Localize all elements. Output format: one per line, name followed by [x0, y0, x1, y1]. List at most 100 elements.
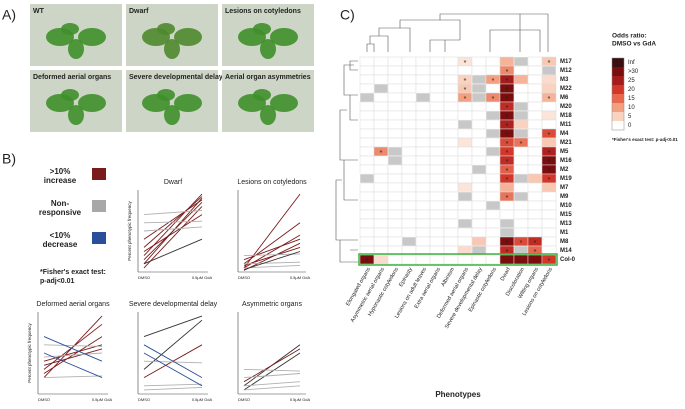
na-cell: [401, 236, 417, 247]
legend-note: p-adj<0.01: [40, 278, 75, 285]
significance-mark: *: [534, 249, 537, 256]
photo-tile: Aerial organ asymmetries: [222, 70, 314, 132]
leaf: [157, 89, 175, 101]
series-line: [143, 201, 203, 261]
heatmap-cell: [457, 236, 473, 247]
x-tick-label: 0.5µM GdA: [192, 397, 213, 402]
heatmap-cell: [485, 254, 501, 265]
heatmap-cell: [359, 83, 375, 94]
heatmap-cell: [401, 182, 417, 193]
photo-tile: Dwarf: [126, 4, 218, 66]
heatmap-cell: [443, 83, 459, 94]
series-line: [143, 344, 203, 378]
legend-swatch: [92, 232, 106, 244]
leaf: [164, 39, 180, 59]
heatmap-cell: [373, 254, 389, 265]
significance-mark: *: [506, 96, 509, 103]
leaf: [61, 89, 79, 101]
heatmap-cell: [513, 83, 529, 94]
heatmap-cell: [443, 119, 459, 130]
heatmap-cell: [401, 92, 417, 103]
legend-label: responsive: [39, 208, 82, 217]
heatmap-cell: [457, 227, 473, 238]
colorbar-label: 0: [628, 123, 632, 129]
heatmap-cell: [457, 146, 473, 157]
na-cell: [415, 92, 431, 103]
series-line: [243, 222, 301, 265]
heatmap-cell: [513, 209, 529, 220]
heatmap-cell: [373, 155, 389, 166]
leaf: [174, 28, 202, 46]
heatmap-cell: [443, 200, 459, 211]
row-label: M5: [560, 149, 569, 155]
heatmap-cell: [401, 218, 417, 229]
heatmap-cell: [387, 74, 403, 85]
heatmap-cell: [457, 128, 473, 139]
heatmap-cell: [443, 164, 459, 175]
heatmap-cell: [499, 209, 515, 220]
leaf: [270, 28, 298, 46]
heatmap-cell: [527, 173, 543, 184]
colorbar-title: Odds ratio:: [612, 33, 647, 40]
chart-title: Severe developmental delay: [129, 301, 218, 308]
row-label: M1: [560, 230, 569, 236]
heatmap-cell: [429, 191, 445, 202]
heatmap-cell: [373, 182, 389, 193]
y-axis-label: Percent phenotypic frequency: [27, 322, 32, 382]
heatmap-cell: [401, 254, 417, 265]
x-tick-label: Extra aerial organs: [414, 267, 442, 310]
heatmap-cell: [415, 191, 431, 202]
na-cell: [387, 155, 403, 166]
heatmap-cell: [443, 146, 459, 157]
heatmap-cell: [471, 173, 487, 184]
row-label: M6: [560, 95, 569, 101]
heatmap-cell: [415, 128, 431, 139]
heatmap-cell: [373, 137, 389, 148]
heatmap-cell: [429, 146, 445, 157]
significance-mark: *: [548, 168, 551, 175]
heatmap-cell: [359, 218, 375, 229]
row-label: M9: [560, 194, 569, 200]
heatmap-cell: [527, 209, 543, 220]
heatmap-cell: [359, 236, 375, 247]
heatmap-cell: [373, 191, 389, 202]
photo-label: Aerial organ asymmetries: [225, 74, 311, 81]
heatmap-cell: [541, 137, 557, 148]
row-label: M21: [560, 140, 572, 146]
heatmap-cell: [373, 56, 389, 67]
heatmap-cell: [457, 164, 473, 175]
heatmap-cell: [387, 209, 403, 220]
significance-mark: *: [506, 240, 509, 247]
series-line: [243, 261, 301, 265]
series-line: [243, 385, 301, 391]
heatmap-cell: [513, 92, 529, 103]
heatmap-cell: [541, 209, 557, 220]
chart-title: Lesions on cotyledons: [237, 179, 307, 186]
heatmap-cell: [541, 236, 557, 247]
heatmap-cell: [429, 155, 445, 166]
heatmap-cell: [527, 65, 543, 76]
heatmap-cell: [527, 164, 543, 175]
photo-label: Deformed aerial organs: [33, 74, 111, 81]
significance-mark: *: [506, 249, 509, 256]
heatmap-cell: [443, 128, 459, 139]
heatmap-cell: [373, 218, 389, 229]
heatmap-cell: [359, 65, 375, 76]
heatmap-cell: [359, 128, 375, 139]
significance-mark: *: [464, 96, 467, 103]
leaf: [68, 105, 84, 125]
na-cell: [373, 83, 389, 94]
panel-label: B): [2, 151, 16, 167]
row-label: M4: [560, 131, 569, 137]
photo-tile: Severe developmental delay: [126, 70, 223, 132]
heatmap-cell: [429, 92, 445, 103]
row-label: M10: [560, 203, 572, 209]
heatmap-cell: [457, 101, 473, 112]
colorbar-label: 25: [628, 78, 635, 84]
series-line: [43, 344, 103, 347]
heatmap-cell: [429, 119, 445, 130]
row-label: M19: [560, 176, 572, 182]
heatmap-cell: [485, 155, 501, 166]
heatmap-cell: [485, 137, 501, 148]
series-line: [243, 373, 301, 379]
